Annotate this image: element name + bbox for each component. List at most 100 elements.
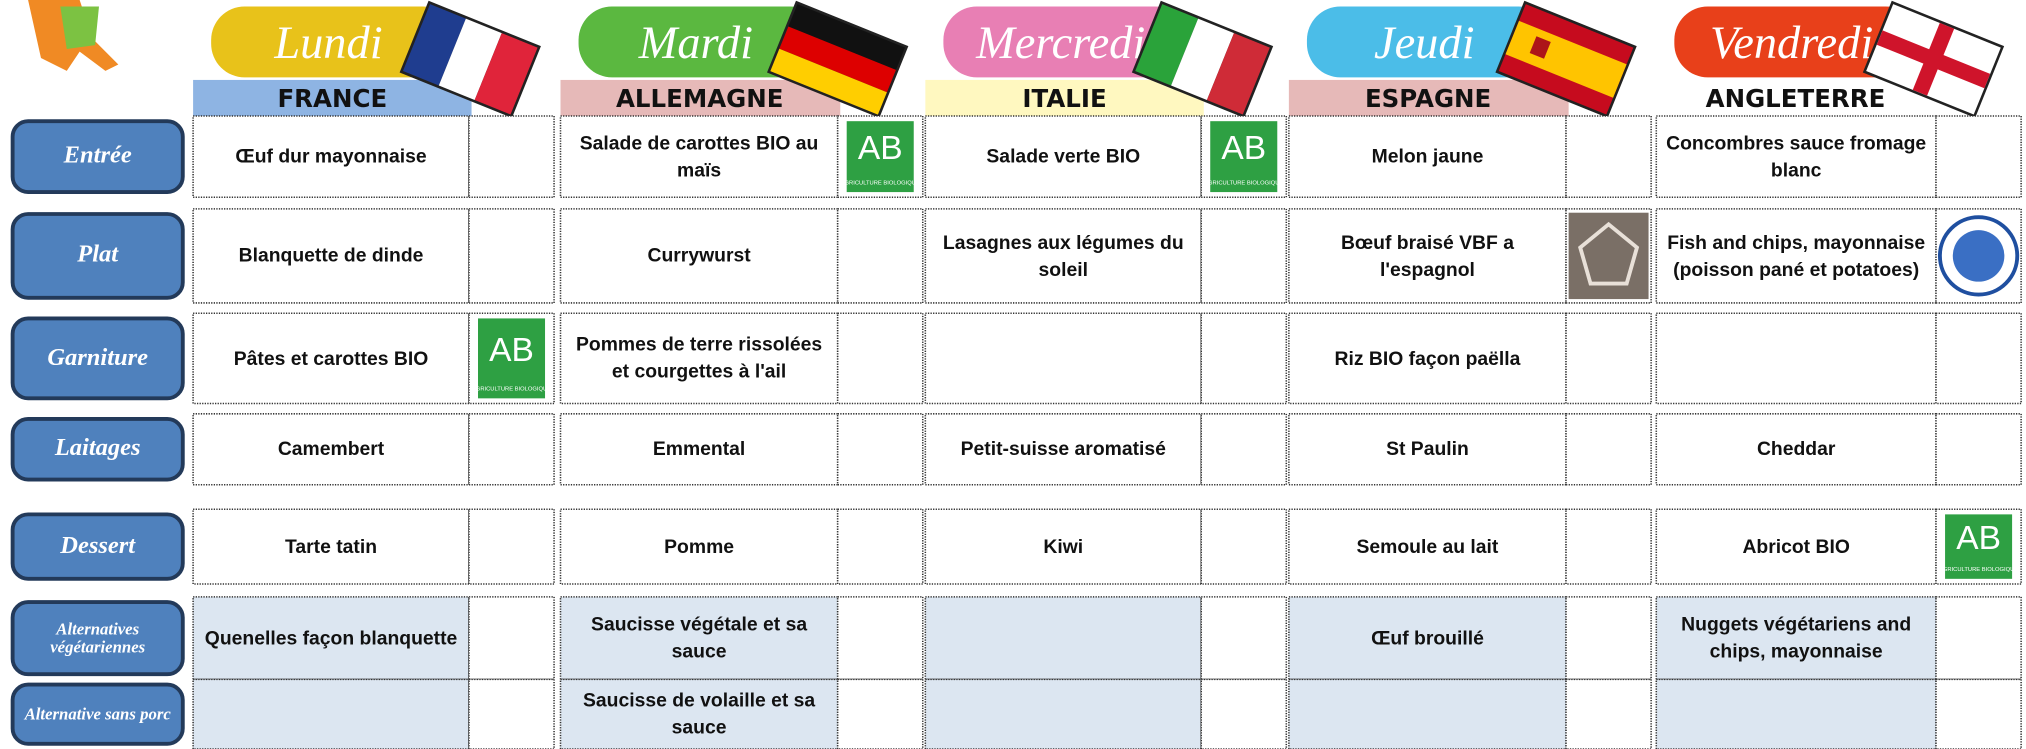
flag-cross <box>1912 22 1955 96</box>
menu-cell-box: Abricot BIO <box>1742 535 1850 558</box>
icon-cell <box>836 678 924 749</box>
icon-cell <box>1200 413 1288 486</box>
day-name: Jeudi <box>1374 18 1474 69</box>
icon-cell <box>836 596 924 681</box>
menu-item: Kiwi <box>1043 535 1084 558</box>
menu-cell <box>1655 413 1937 486</box>
menu-item: Emmental <box>652 438 746 461</box>
menu-item: Melon jaune <box>1371 145 1484 168</box>
ab-logo: AB AGRICULTURE BIOLOGIQUE <box>1204 118 1283 195</box>
menu-cell-box: Concombres sauce fromage blanc <box>1666 132 1927 182</box>
menu-item: Concombres sauce fromage blanc <box>1666 132 1927 182</box>
menu-item: Saucisse de volaille et sa sauce <box>582 689 816 739</box>
icon-cell <box>1935 596 2022 681</box>
flag-stripe <box>779 26 896 93</box>
row-label: Dessert <box>60 531 136 559</box>
icon-cell <box>1200 208 1288 304</box>
icon-cell <box>468 115 555 199</box>
menu-item: Fish and chips, mayonnaise (poisson pané… <box>1667 231 1926 281</box>
msc-logo-inner <box>1952 230 2005 282</box>
menu-cell <box>192 312 470 405</box>
menu-cell-box: Pommes de terre rissolées et courgettes … <box>576 333 823 383</box>
day-pill <box>943 6 1189 78</box>
menu-item: Riz BIO façon paëlla <box>1334 347 1521 370</box>
menu-cell <box>1655 508 1937 585</box>
menu-item: Pâtes et carottes BIO <box>233 347 429 370</box>
row-label: Plat <box>77 241 119 269</box>
menu-cell-box: Pâtes et carottes BIO <box>233 347 429 370</box>
menu-cell-box: Saucisse de volaille et sa sauce <box>582 689 816 739</box>
row-label: Garniture <box>47 343 149 371</box>
menu-cell-box: Saucisse végétale et sa sauce <box>591 613 808 663</box>
flag <box>1862 0 2005 118</box>
country-band <box>193 79 472 117</box>
menu-item: Saucisse végétale et sa sauce <box>591 613 808 663</box>
menu-cell <box>1655 208 1937 304</box>
menu-cell-box: Kiwi <box>1043 535 1084 558</box>
menu-cell-box: Nuggets végétariens and chips, mayonnais… <box>1681 613 1912 663</box>
menu-item: Salade verte BIO <box>986 145 1141 168</box>
icon-cell <box>1200 678 1288 749</box>
menu-item: Lasagnes aux légumes du soleil <box>942 231 1184 281</box>
icon-cell <box>836 312 924 405</box>
menu-item: Pomme <box>664 535 735 558</box>
icon-cell <box>468 678 555 749</box>
menu-cell <box>924 208 1202 304</box>
ab-logo: AB AGRICULTURE BIOLOGIQUE <box>472 315 551 401</box>
menu-cell <box>192 508 470 585</box>
ab-logo-box <box>1942 511 2015 582</box>
flag-stripe <box>1171 18 1234 101</box>
ab-logo: AB AGRICULTURE BIOLOGIQUE <box>1939 511 2018 582</box>
menu-cell-box: Lasagnes aux légumes du soleil <box>942 231 1184 281</box>
menu-cell <box>1288 312 1567 405</box>
menu-cell <box>924 678 1202 749</box>
day-pill <box>1306 6 1552 78</box>
flag-stripe <box>1206 33 1270 115</box>
flag-stripe <box>474 33 538 115</box>
menu-item: Semoule au lait <box>1356 535 1499 558</box>
row-label-pill <box>10 512 185 581</box>
row-label: Laitages <box>54 434 141 462</box>
row-label-pill <box>10 119 185 195</box>
icon-cell <box>1935 413 2022 486</box>
menu-cell <box>1288 678 1567 749</box>
row-label-box: Laitages <box>54 434 141 462</box>
icon-cell <box>1565 312 1652 405</box>
menu-cell-box: Currywurst <box>648 245 751 267</box>
menu-item: St Paulin <box>1386 438 1469 461</box>
menu-cell-box: Semoule au lait <box>1356 535 1499 558</box>
row-label-pill <box>10 417 185 482</box>
menu-item: Œuf dur mayonnaise <box>235 145 427 168</box>
menu-cell <box>1288 413 1567 486</box>
menu-cell <box>1655 678 1937 749</box>
flag <box>1495 0 1637 118</box>
menu-item: Nuggets végétariens and chips, mayonnais… <box>1681 613 1912 663</box>
icon-cell <box>468 413 555 486</box>
flag-emblem <box>1529 36 1551 59</box>
menu-cell <box>192 678 470 749</box>
menu-cell <box>192 115 470 199</box>
ab-logo-box <box>475 315 548 401</box>
day-name: Mardi <box>638 18 753 69</box>
icon-cell <box>1565 413 1652 486</box>
menu-item: Pommes de terre rissolées et courgettes … <box>576 333 823 383</box>
ab-logo-mark: AB <box>858 130 903 167</box>
row-label-box: Alternative sans porc <box>25 704 171 722</box>
menu-cell-box: St Paulin <box>1386 438 1469 461</box>
ab-logo-caption: AGRICULTURE BIOLOGIQUE <box>472 387 551 393</box>
menu-cell-box: Œuf brouillé <box>1371 627 1484 649</box>
menu-cell <box>924 115 1202 199</box>
icon-cell <box>1565 678 1652 749</box>
menu-cell-box: Blanquette de dinde <box>239 245 424 267</box>
menu-cell-box: Melon jaune <box>1371 145 1484 168</box>
menu-item: Abricot BIO <box>1742 535 1850 558</box>
menu-cell <box>192 413 470 486</box>
row-label-pill <box>10 682 185 746</box>
icon-cell <box>836 508 924 585</box>
menu-cell-box: Salade de carottes BIO au maïs <box>580 132 819 181</box>
ab-logo-mark: AB <box>1956 520 2001 557</box>
country-name: ESPAGNE <box>1365 84 1491 113</box>
icon-cell <box>836 413 924 486</box>
icon-cell <box>1200 508 1288 585</box>
